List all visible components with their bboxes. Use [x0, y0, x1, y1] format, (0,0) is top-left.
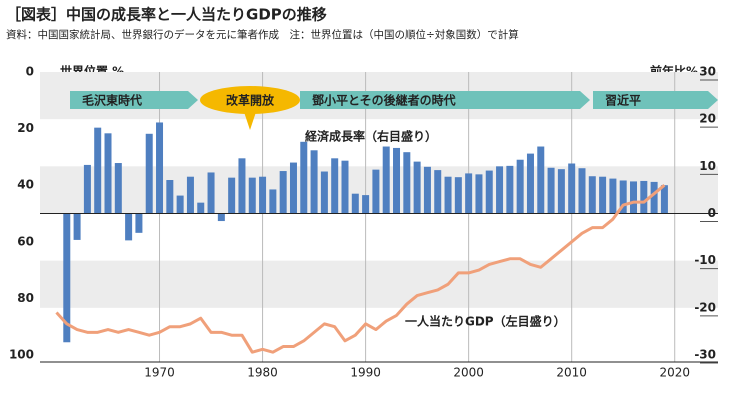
- bar: [176, 195, 184, 214]
- bar: [186, 176, 194, 214]
- bar: [207, 172, 215, 214]
- bar: [310, 150, 318, 214]
- bar: [289, 162, 297, 214]
- bar: [269, 189, 277, 214]
- line: [55, 184, 666, 354]
- bar: [94, 127, 102, 214]
- bar: [599, 176, 607, 214]
- timeline: 毛沢東時代 改革開放 鄧小平とその後継者の時代 習近平: [70, 86, 718, 130]
- bar: [372, 169, 380, 214]
- y-tick-label: 80: [17, 291, 34, 305]
- timeline-arrow: [70, 91, 198, 109]
- series-label: 経済成長率（右目盛り）: [305, 129, 437, 144]
- bar: [238, 158, 246, 214]
- bar: [362, 195, 370, 214]
- y-tick-label: 60: [17, 234, 34, 248]
- bar: [104, 133, 112, 214]
- bar: [640, 180, 648, 214]
- bar: [351, 193, 359, 214]
- timeline-label: 習近平: [605, 93, 641, 108]
- x-tick-label: 1990: [350, 366, 381, 380]
- bar: [259, 176, 267, 214]
- bar: [454, 177, 462, 214]
- y2-tick-label: -10: [694, 253, 716, 267]
- y-tick-label: 100: [9, 348, 34, 362]
- bar: [465, 173, 473, 214]
- y2-tick-label: 10: [699, 159, 716, 173]
- bar: [557, 169, 565, 214]
- timeline-label: 改革開放: [226, 93, 275, 108]
- y-tick-label: 0: [26, 65, 34, 79]
- timeline-arrow: [593, 91, 718, 109]
- bar: [496, 166, 504, 214]
- bar: [331, 158, 339, 214]
- timeline-oval: [200, 86, 300, 114]
- bar: [156, 122, 164, 214]
- timeline-label: 毛沢東時代: [82, 93, 142, 108]
- bar: [547, 167, 555, 214]
- bar: [135, 213, 143, 233]
- bar: [341, 160, 349, 214]
- bar: [537, 146, 545, 214]
- y2-tick-label: 20: [699, 112, 716, 126]
- y2-tick-label: 30: [699, 65, 716, 79]
- bar: [526, 153, 534, 214]
- bar: [609, 178, 617, 214]
- timeline-arrow: [300, 91, 590, 109]
- chart-subtitle: 資料：中国国家統計局、世界銀行のデータを元に筆者作成 注：世界位置は（中国の順位…: [6, 28, 519, 41]
- bar: [403, 152, 411, 214]
- bar: [434, 170, 442, 214]
- x-tick-label: 2020: [659, 366, 690, 380]
- y-tick-label: 20: [17, 121, 34, 135]
- chart-title: ［図表］中国の成長率と一人当たりGDPの推移: [6, 6, 327, 24]
- bar: [475, 174, 483, 214]
- bar: [413, 161, 421, 214]
- bar: [619, 180, 627, 214]
- bar: [650, 181, 658, 214]
- x-tick-label: 1970: [144, 366, 175, 380]
- timeline-pointer: [244, 112, 256, 130]
- bar: [166, 180, 174, 214]
- bar: [197, 202, 205, 214]
- bar: [145, 133, 153, 214]
- timeline-label: 鄧小平とその後継者の時代: [312, 93, 456, 108]
- bar: [382, 146, 390, 214]
- bar: [630, 181, 638, 214]
- bar: [73, 213, 81, 240]
- bar: [578, 168, 586, 214]
- bar: [228, 177, 236, 214]
- bar: [568, 163, 576, 214]
- bar: [248, 177, 256, 214]
- x-tick-label: 2000: [453, 366, 484, 380]
- bar: [63, 213, 71, 343]
- bar: [114, 163, 122, 214]
- bar: [393, 147, 401, 214]
- y2-tick-label: -20: [694, 300, 716, 314]
- bar: [423, 166, 431, 214]
- x-tick-label: 1980: [247, 366, 278, 380]
- bar: [125, 213, 133, 241]
- bar: [516, 159, 524, 214]
- bar: [660, 185, 668, 214]
- bar: [279, 171, 287, 214]
- y2-tick-label: -30: [694, 348, 716, 362]
- bar: [485, 170, 493, 214]
- series-label: 一人当たりGDP（左目盛り）: [405, 314, 566, 329]
- y-tick-label: 40: [17, 178, 34, 192]
- bar: [320, 171, 328, 214]
- bar: [83, 164, 91, 214]
- x-tick-label: 2010: [556, 366, 587, 380]
- grid-band: [40, 260, 718, 308]
- bar: [506, 165, 514, 214]
- bar: [588, 176, 596, 214]
- bar: [217, 213, 225, 222]
- bar: [444, 176, 452, 214]
- bar: [300, 141, 308, 214]
- plot-layer: [40, 72, 718, 362]
